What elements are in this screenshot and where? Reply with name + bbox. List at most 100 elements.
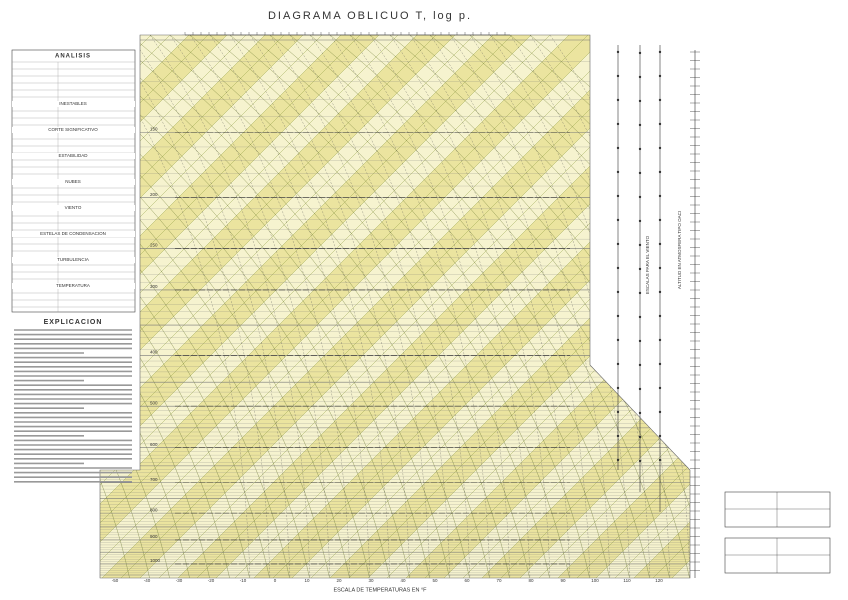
wind-dot — [658, 362, 662, 366]
wind-dot — [658, 122, 662, 126]
wind-dot — [638, 243, 642, 247]
isotherm — [708, 35, 848, 580]
f-scale-label: -50 — [112, 578, 119, 583]
form-body: INESTABLES CORTE SIGNIFICATIVO ESTABILIDAD… — [12, 61, 135, 312]
wind-dot — [638, 363, 642, 367]
isotherm — [100, 35, 494, 578]
wind-dot — [638, 411, 642, 415]
isotherm — [100, 35, 418, 578]
form-section-bg — [12, 283, 135, 289]
moist-adiabat — [429, 35, 591, 578]
isotherm — [669, 35, 690, 578]
bottom-axis-label: ESCALA DE TEMPERATURAS EN °F — [333, 587, 427, 593]
f-scale-label: 60 — [464, 578, 470, 583]
isotherm — [100, 35, 475, 578]
isotherm — [688, 35, 690, 578]
pressure-label: 250 — [150, 243, 158, 248]
altitude-label: ALTITUD EN ATMOSFERA TIPO OACI — [677, 211, 682, 289]
dry-adiabat — [209, 35, 591, 578]
temp-band — [784, 35, 848, 580]
legend-box — [724, 491, 831, 528]
moist-adiabat — [449, 35, 611, 578]
isotherm — [100, 35, 342, 578]
wind-dot — [638, 147, 642, 151]
dry-adiabat — [100, 35, 211, 578]
side-scales — [616, 45, 700, 578]
dry-adiabat — [100, 35, 151, 578]
moist-adiabat — [129, 35, 291, 578]
moist-adiabat — [349, 35, 511, 578]
isotherm — [803, 35, 848, 580]
moist-adiabat — [409, 35, 571, 578]
form-section-bg — [12, 257, 135, 263]
form-section: VIENTO — [65, 205, 82, 210]
dry-adiabat — [269, 35, 651, 578]
wind-dot — [616, 146, 620, 150]
wind-dot — [638, 339, 642, 343]
isotherm — [0, 35, 37, 580]
explanation-title: EXPLICACION — [44, 319, 103, 326]
dry-adiabat — [100, 35, 351, 578]
dry-adiabat — [249, 35, 631, 578]
wind-dot — [638, 171, 642, 175]
isotherm — [100, 35, 532, 578]
dry-adiabat — [100, 35, 191, 578]
f-scale-label: 30 — [368, 578, 374, 583]
isotherm — [841, 35, 848, 580]
explanation-text — [14, 329, 132, 483]
temp-band — [100, 35, 303, 578]
moist-adiabat — [149, 35, 311, 578]
wind-dot — [616, 338, 620, 342]
f-scale-label: 100 — [591, 578, 599, 583]
moist-adiabat — [329, 35, 491, 578]
dry-adiabat — [100, 35, 471, 578]
wind-dot — [616, 74, 620, 78]
wind-dot — [638, 387, 642, 391]
form-section: NUBES — [65, 179, 81, 184]
wind-dot — [616, 122, 620, 126]
form-section: CORTE SIGNIFICATIVO — [48, 127, 98, 132]
f-scale-label: 70 — [496, 578, 502, 583]
moist-adiabat — [209, 35, 371, 578]
pressure-label: 400 — [150, 350, 158, 355]
dry-adiabat — [100, 35, 171, 578]
wind-dot — [616, 98, 620, 102]
pressure-label: 200 — [150, 192, 158, 197]
wind-dot — [616, 266, 620, 270]
pressure-label: 300 — [150, 284, 158, 289]
moist-adiabat — [189, 35, 351, 578]
isotherm — [100, 35, 551, 578]
f-scale-label: 50 — [432, 578, 438, 583]
wind-dot — [638, 459, 642, 463]
wind-dot — [638, 195, 642, 199]
wind-dot — [638, 315, 642, 319]
form-section: ESTELAS DE CONDENSACION — [40, 231, 106, 236]
dry-adiabat — [189, 35, 571, 578]
form-section: INESTABLES — [59, 101, 86, 106]
wind-dot — [616, 434, 620, 438]
wind-dot — [658, 266, 662, 270]
moist-adiabat — [469, 35, 631, 578]
wind-dot — [658, 314, 662, 318]
temp-band — [708, 35, 848, 580]
isotherm — [100, 35, 247, 578]
isotherm — [0, 35, 18, 580]
moist-adiabat — [389, 35, 551, 578]
wind-dot — [658, 434, 662, 438]
dry-adiabat — [100, 35, 391, 578]
isotherm — [100, 35, 304, 578]
dry-adiabat — [229, 35, 611, 578]
wind-dot — [658, 218, 662, 222]
temp-band — [100, 35, 379, 578]
title: DIAGRAMA OBLICUO T, log p. — [268, 10, 472, 22]
dry-adiabat — [449, 35, 690, 578]
form-section: TURBULENCIA — [57, 257, 89, 262]
moist-adiabat — [309, 35, 471, 578]
isotherm — [100, 35, 285, 578]
wind-dot — [658, 98, 662, 102]
isotherm — [100, 35, 323, 578]
dry-adiabat — [100, 35, 131, 578]
isotherm — [100, 35, 361, 578]
dry-adiabat — [469, 35, 690, 578]
wind-dot — [616, 170, 620, 174]
